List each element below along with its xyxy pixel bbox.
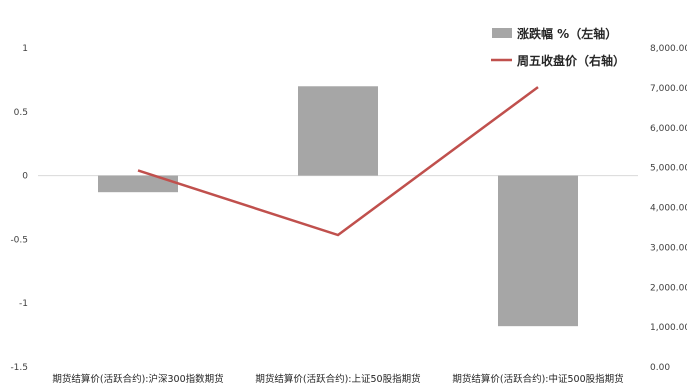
- bar: [498, 175, 578, 327]
- category-label: 期货结算价(活跃合约):沪深300指数期货: [52, 373, 223, 385]
- left-tick-label: 0: [22, 172, 28, 182]
- right-tick-label: 5,000.00: [650, 164, 687, 174]
- right-tick-label: 2,000.00: [650, 283, 687, 293]
- left-tick-label: -0.5: [10, 235, 28, 245]
- category-labels: 期货结算价(活跃合约):沪深300指数期货 期货结算价(活跃合约):上证50股指期…: [52, 373, 623, 385]
- left-tick-label: 1: [22, 44, 28, 54]
- right-tick-label: 8,000.00: [650, 44, 687, 54]
- right-tick-label: 4,000.00: [650, 204, 687, 214]
- left-axis-ticks: 1 0.5 0 -0.5 -1 -1.5: [10, 44, 28, 373]
- right-axis-ticks: 8,000.00 7,000.00 6,000.00 5,000.00 4,000.00…: [650, 44, 687, 373]
- right-tick-label: 1,000.00: [650, 323, 687, 333]
- left-tick-label: -1.5: [10, 363, 28, 373]
- left-tick-label: -1: [19, 299, 28, 309]
- category-label: 期货结算价(活跃合约):中证500股指期货: [452, 373, 623, 385]
- right-tick-label: 6,000.00: [650, 124, 687, 134]
- bar: [298, 86, 378, 176]
- right-tick-label: 3,000.00: [650, 243, 687, 253]
- legend: 涨跌幅 %（左轴） 周五收盘价（右轴）: [491, 26, 625, 68]
- right-tick-label: 7,000.00: [650, 84, 687, 94]
- right-tick-label: 0.00: [650, 363, 670, 373]
- bar-series: [98, 86, 578, 327]
- category-label: 期货结算价(活跃合约):上证50股指期货: [255, 373, 420, 385]
- bar: [98, 175, 178, 193]
- legend-line-label: 周五收盘价（右轴）: [517, 53, 625, 68]
- legend-bar-label: 涨跌幅 %（左轴）: [517, 26, 617, 41]
- left-tick-label: 0.5: [14, 108, 28, 118]
- legend-bar-swatch: [492, 28, 512, 38]
- line-series: [137, 86, 539, 237]
